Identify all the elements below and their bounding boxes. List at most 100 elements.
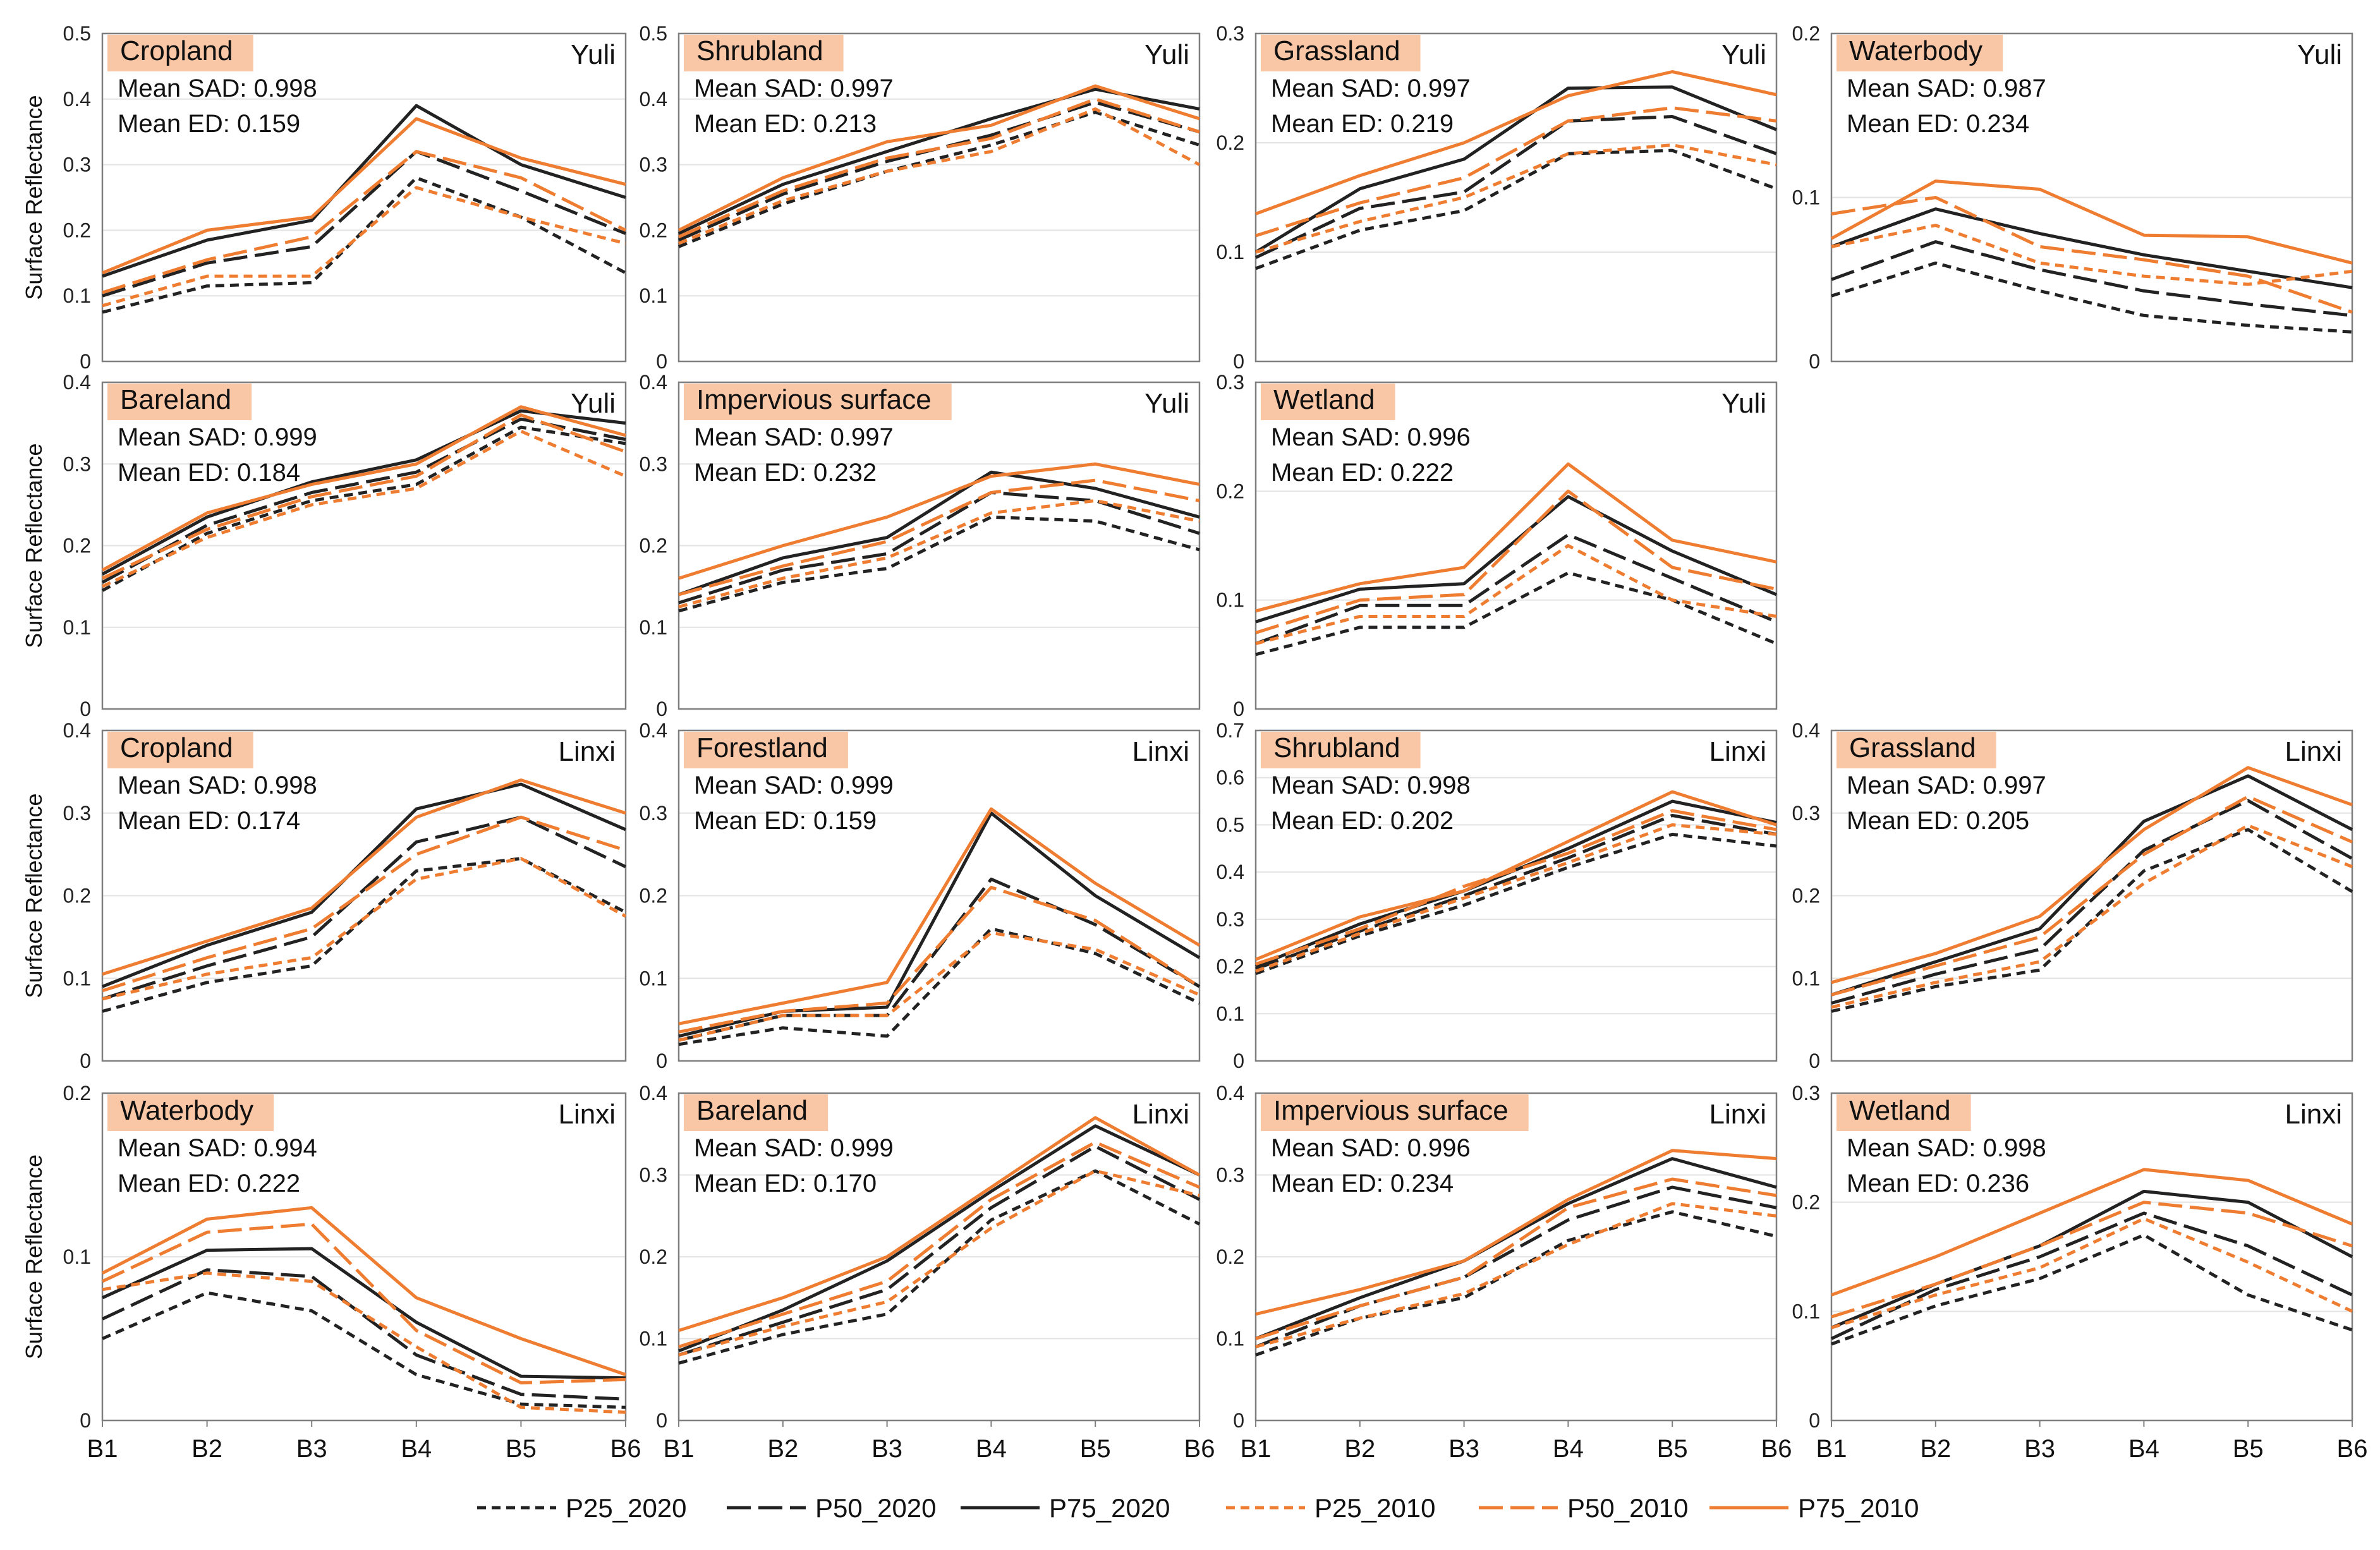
- series-line-p25-2010: [1255, 544, 1777, 646]
- y-tick-label: 0.1: [1792, 186, 1820, 209]
- chart-panel: 0 0.1 0.2 0.3 0.4 Surface Reflectance Cropland…: [21, 719, 627, 1072]
- series-line-p75-2010: [1830, 179, 2353, 265]
- series-line-p75-2020: [1831, 207, 2353, 289]
- y-tick-label: 0.2: [1792, 1191, 1820, 1214]
- x-tick-label: B1: [87, 1435, 118, 1463]
- series-line-p25-2020: [101, 425, 626, 592]
- series-line-p25-2010: [678, 499, 1200, 608]
- y-tick-label: 0.5: [640, 22, 667, 45]
- mean-ed-label: Mean ED: 0.234: [1271, 1170, 1454, 1197]
- legend-label: P25_2010: [1314, 1493, 1436, 1523]
- series-line-p50-2010: [678, 1141, 1200, 1348]
- legend-label: P25_2020: [566, 1493, 687, 1523]
- y-tick-label: 0: [80, 1409, 91, 1432]
- y-tick-label: 0.3: [63, 802, 91, 825]
- region-label: Linxi: [2285, 736, 2343, 767]
- region-label: Linxi: [1132, 1099, 1190, 1130]
- x-tick-label: B4: [401, 1435, 432, 1463]
- series-line-p75-2010: [1255, 70, 1777, 215]
- panel-title-bg: [1837, 35, 2003, 71]
- series-line-p75-2020: [1255, 1157, 1777, 1340]
- plot-frame: [677, 32, 1201, 363]
- series-line-p75-2020: [102, 104, 626, 278]
- series-line-p50-2010: [1255, 1177, 1777, 1340]
- y-tick-label: 0.1: [640, 967, 667, 990]
- series-line-p75-2020: [101, 1247, 626, 1380]
- y-tick-label: 0.4: [63, 88, 91, 111]
- y-tick-label: 0.1: [63, 1245, 91, 1268]
- series-line-p25-2020: [1831, 828, 2353, 1013]
- series-line-p75-2010: [1831, 766, 2353, 984]
- series-line-p25-2020: [1255, 148, 1777, 270]
- legend-item: P75_2020: [961, 1493, 1170, 1523]
- series-line-p75-2010: [101, 1206, 626, 1376]
- mean-sad-label: Mean SAD: 0.994: [118, 1134, 317, 1162]
- y-tick-label: 0.3: [640, 452, 667, 475]
- y-tick-label: 0: [1233, 698, 1244, 720]
- series-line-p50-2020: [1255, 814, 1777, 971]
- series-line-p25-2010: [1255, 1202, 1777, 1348]
- panel-title: Wetland: [1273, 384, 1375, 415]
- series-line-p50-2020: [102, 815, 627, 1001]
- mean-ed-label: Mean ED: 0.236: [1847, 1170, 2029, 1197]
- series-line-p25-2020: [102, 857, 627, 1013]
- y-tick-label: 0.2: [63, 1082, 91, 1105]
- region-label: Yuli: [1721, 388, 1766, 419]
- series-line-p75-2010: [102, 117, 626, 275]
- series-line-p25-2010: [678, 1169, 1200, 1357]
- mean-ed-label: Mean ED: 0.184: [118, 459, 300, 487]
- chart-panel: 0 0.1 0.2 0.3 Grassland Yuli Mean SAD: 0.997 Me…: [1217, 22, 1778, 373]
- x-tick-label: B6: [1184, 1435, 1215, 1463]
- y-tick-label: 0.2: [1792, 22, 1820, 45]
- series-line-p25-2020: [678, 515, 1200, 613]
- series-line-p50-2010: [101, 413, 626, 580]
- mean-ed-label: Mean ED: 0.222: [118, 1170, 300, 1197]
- series-line-p75-2010: [1255, 790, 1777, 961]
- y-tick-label: 0.2: [1217, 480, 1244, 502]
- y-tick-label: 0: [656, 350, 667, 373]
- y-tick-label: 0.1: [1217, 1328, 1244, 1350]
- region-label: Linxi: [2285, 1099, 2343, 1130]
- chart-panel: 0 0.1 0.2 0.3 0.4 0.5 Shrubland Yuli Mean SAD: 0…: [640, 22, 1201, 373]
- y-tick-label: 0.3: [640, 802, 667, 825]
- mean-sad-label: Mean SAD: 0.999: [118, 423, 317, 451]
- x-tick-label: B5: [2233, 1435, 2264, 1463]
- series-line-p75-2020: [678, 470, 1200, 596]
- panel-title: Bareland: [120, 384, 231, 415]
- panel-title-bg: [684, 384, 952, 420]
- series-line-p50-2010: [1255, 106, 1777, 238]
- x-tick-label: B3: [1448, 1435, 1479, 1463]
- y-tick-label: 0.2: [640, 219, 667, 241]
- panel-title: Grassland: [1273, 35, 1400, 66]
- y-tick-label: 0.1: [1217, 1002, 1244, 1025]
- x-tick-label: B4: [2128, 1435, 2159, 1463]
- y-tick-label: 0: [80, 698, 91, 720]
- series-line-p25-2010: [1255, 143, 1777, 254]
- plot-frame: [1254, 1092, 1778, 1422]
- series-line-p25-2020: [1255, 832, 1777, 976]
- series-line-p25-2010: [102, 1271, 626, 1414]
- panel-title: Impervious surface: [696, 384, 932, 415]
- series-line-p50-2020: [1254, 115, 1777, 259]
- series-line-p25-2010: [1831, 823, 2353, 1009]
- series-line-p25-2010: [1255, 823, 1777, 973]
- x-tick-label: B1: [664, 1435, 695, 1463]
- chart-panel: 0 0.1 0.2 0.3 0.4 0.5 0.6 0.7 Shrubland Linxi Mean…: [1217, 719, 1778, 1072]
- y-tick-label: 0: [80, 1050, 91, 1072]
- mean-sad-label: Mean SAD: 0.996: [1271, 423, 1471, 451]
- series-line-p75-2010: [678, 807, 1201, 1026]
- x-tick-label: B5: [506, 1435, 537, 1463]
- x-tick-label: B4: [1553, 1435, 1584, 1463]
- y-tick-label: 0.2: [1217, 1245, 1244, 1268]
- panel-title-bg: [684, 732, 848, 768]
- mean-sad-label: Mean SAD: 0.998: [118, 75, 317, 102]
- x-tick-label: B2: [191, 1435, 222, 1463]
- series-line-p50-2010: [102, 815, 626, 993]
- series-line-p25-2020: [102, 176, 627, 314]
- mean-sad-label: Mean SAD: 0.997: [1847, 772, 2046, 799]
- series-line-p50-2010: [678, 885, 1201, 1034]
- y-tick-label: 0.2: [63, 219, 91, 241]
- y-tick-label: 0.1: [640, 1328, 667, 1350]
- chart-panel: 0 0.1 0.2 0.3 Wetland Yuli Mean SAD: 0.996 Mean…: [1217, 371, 1778, 720]
- series-line-p75-2020: [678, 1124, 1201, 1353]
